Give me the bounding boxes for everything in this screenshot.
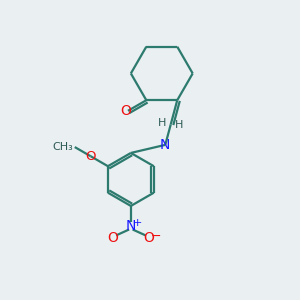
Text: −: −: [150, 230, 161, 242]
Text: N: N: [160, 138, 170, 152]
Text: CH₃: CH₃: [52, 142, 73, 152]
Text: +: +: [133, 218, 142, 228]
Text: O: O: [120, 104, 131, 118]
Text: O: O: [85, 150, 96, 163]
Text: N: N: [126, 219, 136, 233]
Text: O: O: [144, 231, 154, 245]
Text: O: O: [107, 231, 118, 245]
Text: H: H: [158, 118, 166, 128]
Text: H: H: [175, 120, 183, 130]
